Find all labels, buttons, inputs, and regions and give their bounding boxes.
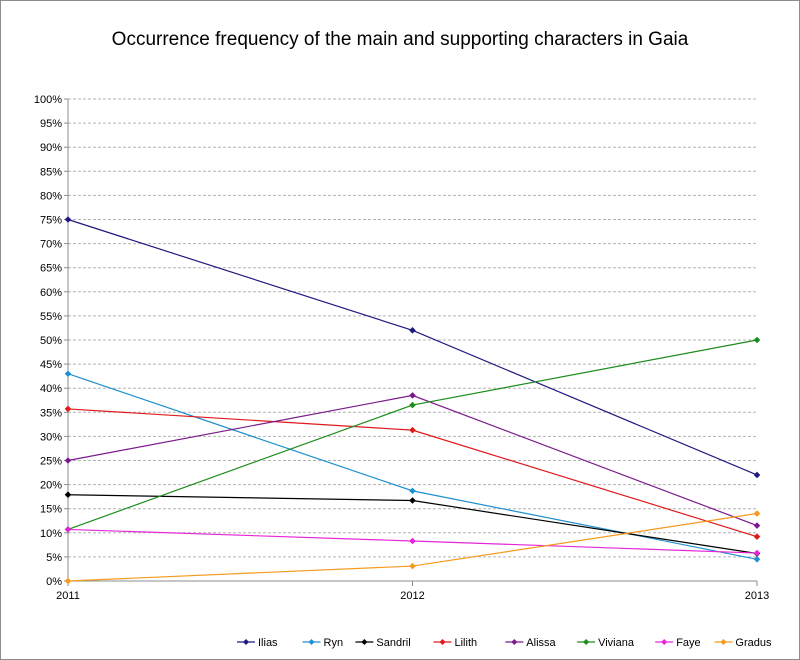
series-alissa xyxy=(64,392,761,529)
data-point xyxy=(64,405,72,413)
y-tick-label: 70% xyxy=(40,239,62,251)
y-tick-label: 15% xyxy=(40,504,62,516)
data-point xyxy=(753,533,761,540)
data-point xyxy=(753,549,761,557)
legend-marker xyxy=(243,639,249,645)
y-tick-label: 65% xyxy=(40,263,62,275)
series-faye xyxy=(64,526,761,557)
legend: Ilias Ryn Sandril Lilith Alissa Viviana Faye Gr… xyxy=(237,637,772,649)
chart-title: Occurrence frequency of the main and sup… xyxy=(112,29,689,50)
series-lilith xyxy=(64,405,761,540)
x-tick-label: 2011 xyxy=(56,590,80,602)
data-point xyxy=(753,336,761,344)
data-point xyxy=(64,577,72,585)
data-point xyxy=(409,426,416,434)
legend-label: Sandril xyxy=(376,637,410,649)
legend-item-viviana: Viviana xyxy=(577,637,635,649)
legend-label: Gradus xyxy=(735,637,772,649)
x-tick-labels: 2011 2012 2013 xyxy=(56,590,769,602)
y-tick-label: 35% xyxy=(40,407,62,419)
y-tick-label: 55% xyxy=(40,311,62,323)
legend-label: Alissa xyxy=(526,637,556,649)
legend-label: Viviana xyxy=(598,637,635,649)
legend-label: Ryn xyxy=(324,637,344,649)
y-tick-label: 0% xyxy=(46,576,62,588)
data-point xyxy=(753,522,761,529)
y-tick-label: 100% xyxy=(34,94,62,106)
y-tick-label: 95% xyxy=(40,118,62,130)
legend-marker xyxy=(661,639,668,645)
data-point xyxy=(753,471,761,479)
data-point xyxy=(409,537,416,545)
y-tick-label: 85% xyxy=(40,166,62,178)
y-tick-label: 80% xyxy=(40,190,62,202)
y-tick-label: 45% xyxy=(40,359,62,371)
y-tick-label: 30% xyxy=(40,431,62,443)
legend-item-gradus: Gradus xyxy=(714,637,772,649)
data-point xyxy=(409,562,416,570)
x-tick-label: 2013 xyxy=(745,590,769,602)
y-tick-label: 25% xyxy=(40,456,62,468)
legend-item-ilias: Ilias xyxy=(237,637,278,649)
data-point xyxy=(409,392,416,399)
series-sandril xyxy=(64,491,761,557)
data-point xyxy=(409,327,416,334)
legend-label: Faye xyxy=(676,637,700,649)
data-point xyxy=(64,491,72,499)
series-line xyxy=(67,373,758,560)
y-tick-label: 90% xyxy=(40,142,62,154)
y-tick-label: 5% xyxy=(46,552,62,564)
legend-label: Lilith xyxy=(455,637,478,649)
y-tick-label: 75% xyxy=(40,215,62,227)
data-point xyxy=(64,526,72,533)
legend-item-ryn: Ryn xyxy=(302,637,344,649)
y-tick-label: 40% xyxy=(40,383,62,395)
legend-marker xyxy=(511,639,518,645)
y-tick-label: 50% xyxy=(40,335,62,347)
series-gradus xyxy=(64,510,761,585)
x-tick-label: 2012 xyxy=(400,590,424,602)
data-point xyxy=(409,487,416,495)
data-point xyxy=(64,457,72,464)
data-point xyxy=(409,497,416,504)
legend-item-alissa: Alissa xyxy=(505,637,557,649)
data-point xyxy=(64,216,72,223)
data-point xyxy=(64,370,72,378)
legend-item-lilith: Lilith xyxy=(433,637,478,649)
y-tick-label: 20% xyxy=(40,480,62,492)
y-tick-label: 10% xyxy=(40,528,62,540)
data-point xyxy=(753,556,761,563)
data-point xyxy=(409,401,416,409)
series-layer xyxy=(64,216,761,585)
axes-layer xyxy=(64,98,758,586)
legend-item-faye: Faye xyxy=(655,637,701,649)
legend-item-sandril: Sandril xyxy=(355,637,411,649)
legend-marker xyxy=(439,639,446,645)
series-ilias xyxy=(64,216,761,479)
legend-marker xyxy=(361,639,368,645)
y-tick-label: 60% xyxy=(40,287,62,299)
y-tick-labels: 0% 5% 10% 15% 20% 25% 30% 35% 40% 45% 50% 55% 60% 65%… xyxy=(34,94,62,588)
legend-marker xyxy=(308,639,315,645)
legend-marker xyxy=(720,639,727,645)
series-ryn xyxy=(64,370,761,563)
legend-label: Ilias xyxy=(258,637,278,649)
legend-marker xyxy=(583,639,590,645)
series-line xyxy=(67,512,758,582)
data-point xyxy=(753,510,761,517)
